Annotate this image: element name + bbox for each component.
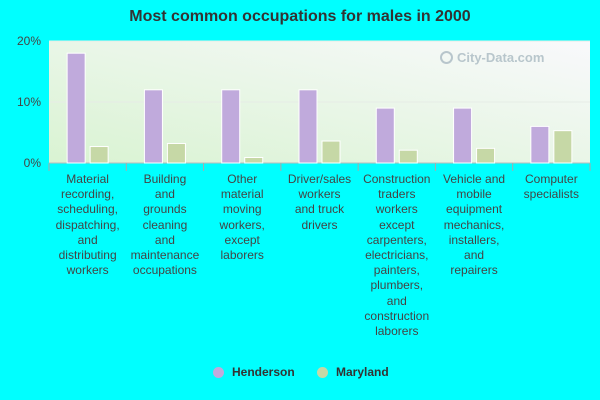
x-tick-label: Computer specialists — [523, 172, 580, 202]
legend-item-maryland: Maryland — [317, 365, 389, 379]
x-tick-label: Driver/sales workers and truck drivers — [287, 172, 352, 232]
legend-label-henderson: Henderson — [232, 365, 295, 379]
bar-henderson — [453, 107, 473, 164]
x-tick-label: Material recording, scheduling, dispatching… — [55, 172, 120, 278]
search-icon — [440, 51, 453, 64]
bar-henderson — [66, 52, 86, 164]
bar-maryland — [553, 130, 573, 164]
watermark-text: City-Data.com — [457, 50, 545, 65]
legend: Henderson Maryland — [0, 365, 600, 381]
legend-swatch-maryland — [317, 366, 328, 378]
bar-henderson — [530, 125, 550, 164]
bar-maryland — [398, 149, 418, 164]
x-tick-label: Construction traders workers except carpente… — [363, 172, 431, 339]
y-tick-label: 0% — [24, 156, 42, 170]
bar-maryland — [244, 157, 264, 164]
x-tick-label: Vehicle and mobile equipment mechanics, inst… — [443, 172, 506, 278]
y-tick-label: 20% — [17, 34, 41, 48]
chart-title: Most common occupations for males in 200… — [129, 8, 471, 25]
x-tick-label: Building and grounds cleaning and maintenance… — [130, 172, 200, 278]
bar-maryland — [166, 142, 186, 164]
bar-maryland — [321, 140, 341, 164]
bar-maryland — [476, 147, 496, 164]
x-tick-label: Other material moving workers, except laborer… — [219, 172, 265, 263]
legend-swatch-henderson — [213, 366, 224, 378]
bar-henderson — [143, 89, 163, 164]
bar-henderson — [298, 89, 318, 164]
bar-maryland — [89, 146, 109, 164]
bar-henderson — [375, 107, 395, 164]
y-tick-label: 10% — [17, 95, 41, 109]
legend-item-henderson: Henderson — [213, 365, 295, 379]
bar-henderson — [221, 89, 241, 164]
watermark: City-Data.com — [440, 50, 544, 65]
legend-label-maryland: Maryland — [336, 365, 389, 379]
